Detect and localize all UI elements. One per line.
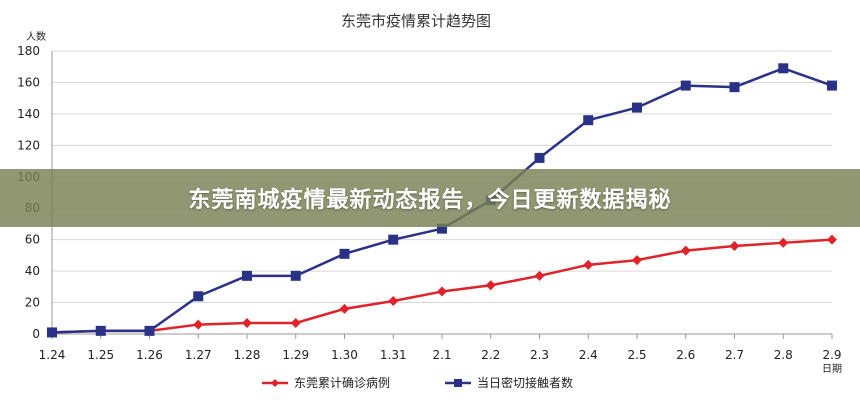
x-tick-labels: 1.24 1.25 1.26 1.27 1.28 1.29 1.30 1.31 2.1 2.2 2.…	[39, 348, 842, 362]
legend-marker	[454, 379, 462, 387]
data-point	[778, 237, 789, 248]
x-tick-label: 2.9	[822, 348, 841, 362]
x-tick-label: 1.30	[331, 348, 358, 362]
y-tick-label: 180	[17, 44, 40, 58]
data-point	[290, 270, 301, 281]
data-point	[778, 63, 789, 74]
overlay-banner: 东莞南城疫情最新动态报告，今日更新数据揭秘	[0, 169, 860, 227]
x-tick-label: 2.6	[676, 348, 695, 362]
data-point	[534, 270, 545, 281]
x-tick-label: 1.29	[282, 348, 309, 362]
data-point	[193, 319, 204, 330]
y-axis-label: 人数	[26, 30, 46, 43]
x-axis-label: 日期	[822, 363, 842, 375]
data-point	[485, 280, 496, 291]
data-point	[95, 325, 106, 336]
data-point	[534, 152, 545, 163]
data-point	[290, 317, 301, 328]
data-point	[583, 115, 594, 126]
data-point	[827, 234, 837, 245]
chart-title: 东莞市疫情累计趋势图	[341, 12, 491, 30]
data-point	[437, 286, 447, 297]
data-point	[680, 245, 691, 256]
legend-marker	[271, 379, 279, 387]
x-tick-label: 1.24	[39, 348, 66, 362]
y-tick-label: 160	[17, 75, 40, 89]
x-tick-label: 2.2	[481, 348, 500, 362]
legend-label: 东莞累计确诊病例	[294, 375, 390, 390]
data-point	[388, 234, 399, 245]
data-point	[242, 270, 252, 281]
y-tick-label: 40	[25, 264, 40, 278]
data-point	[47, 327, 57, 338]
y-tick-label: 0	[32, 327, 40, 341]
y-tick-label: 120	[17, 138, 40, 152]
x-tick-label: 2.1	[432, 348, 451, 362]
x-tick-label: 2.3	[530, 348, 549, 362]
data-point	[437, 223, 447, 234]
x-tick-label: 1.31	[380, 348, 407, 362]
data-point	[827, 80, 837, 91]
legend: 东莞累计确诊病例 当日密切接触者数	[262, 375, 573, 390]
data-point	[339, 248, 350, 259]
x-tick-label: 2.4	[579, 348, 598, 362]
data-point	[632, 102, 642, 113]
x-tick-label: 1.25	[87, 348, 114, 362]
data-point	[583, 259, 594, 270]
x-tick-label: 1.28	[234, 348, 261, 362]
legend-label: 当日密切接触者数	[477, 375, 573, 390]
y-tick-label: 20	[25, 296, 40, 310]
data-point	[729, 82, 740, 93]
data-point	[680, 80, 691, 91]
x-tick-label: 1.27	[185, 348, 212, 362]
data-point	[339, 303, 350, 314]
y-tick-label: 140	[17, 107, 40, 121]
y-tick-label: 60	[25, 233, 40, 247]
data-point	[193, 291, 204, 302]
series-group	[47, 63, 837, 338]
data-point	[388, 295, 399, 306]
banner-text: 东莞南城疫情最新动态报告，今日更新数据揭秘	[188, 188, 672, 213]
data-point	[729, 240, 740, 251]
x-tick-label: 2.8	[774, 348, 793, 362]
x-tick-label: 2.5	[627, 348, 646, 362]
data-point	[242, 317, 252, 328]
x-tick-label: 2.7	[725, 348, 744, 362]
data-point	[632, 255, 642, 266]
x-tick-label: 1.26	[136, 348, 163, 362]
data-point	[144, 325, 155, 336]
